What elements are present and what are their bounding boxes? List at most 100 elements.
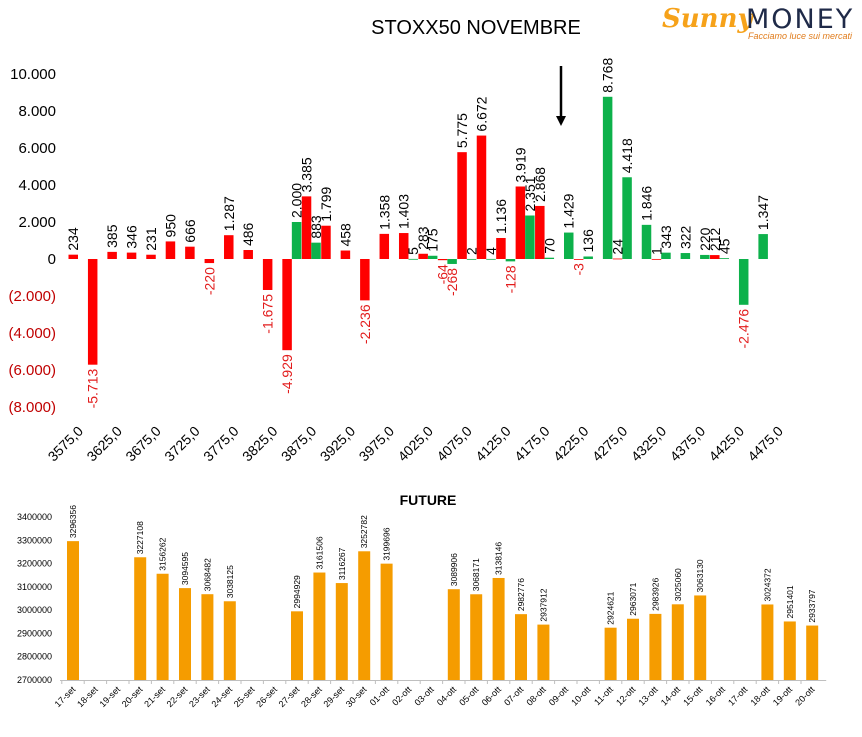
bar: [418, 253, 428, 259]
data-label: -128: [502, 265, 518, 293]
bar: [291, 222, 302, 259]
data-label: -220: [201, 267, 217, 295]
x-tick-label: 20-set: [120, 684, 145, 709]
x-tick-label: 27-set: [277, 684, 302, 709]
y-tick-label: (2.000): [8, 288, 56, 305]
x-tick-label: 22-set: [165, 684, 190, 709]
data-label: 5: [405, 247, 421, 255]
bar: [694, 595, 707, 680]
bar: [719, 258, 730, 259]
bar: [340, 250, 351, 259]
x-tick-label: 4375,0: [667, 423, 709, 465]
x-tick-label: 4225,0: [550, 423, 592, 465]
data-label: 346: [124, 225, 140, 249]
x-tick-label: 4075,0: [433, 423, 475, 465]
y-tick-label: 2700000: [17, 675, 52, 685]
data-label: 1.358: [376, 195, 392, 230]
bar: [661, 252, 671, 259]
bar: [262, 259, 273, 290]
x-tick-label: 4275,0: [589, 423, 631, 465]
data-label: 283: [415, 226, 431, 250]
x-tick-label: 08-ott: [524, 684, 548, 708]
data-label: 4: [483, 247, 499, 255]
data-label: -3: [571, 263, 587, 276]
data-label: 2.351: [522, 176, 538, 211]
bar: [602, 96, 613, 260]
bar: [496, 237, 506, 259]
x-tick-label: 4025,0: [394, 423, 436, 465]
bar: [761, 604, 774, 680]
x-tick-label: 19-ott: [771, 684, 795, 708]
data-label: 3161506: [314, 536, 324, 569]
data-label: 175: [425, 228, 441, 252]
x-tick-label: 14-ott: [659, 684, 683, 708]
x-tick-label: 24-set: [209, 684, 234, 709]
annotation-arrow-head: [556, 116, 566, 126]
bar: [627, 618, 639, 680]
bar: [806, 625, 819, 680]
bar: [564, 232, 574, 259]
data-label: 385: [104, 224, 120, 248]
data-label: 1.429: [561, 193, 577, 228]
data-label: 1.347: [755, 195, 771, 230]
y-tick-label: 3100000: [17, 582, 52, 592]
x-tick-label: 4325,0: [628, 423, 670, 465]
y-tick-label: 10.000: [10, 66, 56, 83]
data-label: -268: [444, 268, 460, 296]
bar: [291, 611, 303, 680]
x-tick-label: 13-ott: [636, 684, 660, 708]
bar: [67, 541, 79, 680]
x-tick-label: 01-ott: [368, 684, 392, 708]
x-tick-label: 18-ott: [748, 684, 772, 708]
data-label: 24: [610, 239, 626, 255]
x-tick-label: 19-set: [97, 684, 122, 709]
data-label: 3089906: [449, 553, 459, 586]
data-label: 1.799: [318, 186, 334, 221]
data-label: 2937912: [538, 588, 548, 621]
data-label: 2951401: [785, 585, 795, 618]
bar: [107, 251, 117, 259]
y-tick-label: 8.000: [18, 103, 56, 120]
bar: [185, 246, 195, 259]
bar: [783, 621, 796, 680]
data-label: 322: [677, 225, 693, 249]
x-tick-label: 4475,0: [744, 423, 786, 465]
bar: [311, 242, 321, 259]
y-tick-label: 2800000: [17, 652, 52, 662]
bar: [204, 259, 215, 264]
bar: [87, 259, 98, 365]
data-label: 3038125: [225, 565, 235, 598]
logo-tagline: Facciamo luce sui mercati: [748, 31, 853, 41]
bar: [470, 594, 483, 680]
bar: [358, 551, 371, 680]
x-tick-label: 3925,0: [317, 423, 359, 465]
bar: [398, 233, 409, 259]
data-label: 231: [143, 227, 159, 251]
x-tick-label: 17-set: [53, 684, 78, 709]
y-tick-label: 6.000: [18, 140, 56, 157]
data-label: 3063130: [695, 559, 705, 592]
data-label: 3025060: [673, 568, 683, 601]
bar: [680, 253, 691, 259]
bar: [738, 259, 749, 305]
x-tick-label: 3625,0: [83, 423, 125, 465]
bar: [535, 205, 545, 259]
data-label: -64: [435, 264, 451, 284]
x-tick-label: 3675,0: [122, 423, 164, 465]
data-label: 220: [697, 227, 713, 251]
data-label: -4.929: [279, 354, 295, 394]
x-tick-label: 09-ott: [547, 684, 571, 708]
data-label: 3.385: [299, 157, 315, 192]
bar: [604, 627, 617, 680]
x-tick-label: 3775,0: [200, 423, 242, 465]
y-tick-label: 2900000: [17, 628, 52, 638]
bar: [525, 215, 535, 259]
data-label: 3068171: [471, 558, 481, 591]
stoxx-chart: 10.000 8.000 6.000 4.000 2.000 0 (2.000) (4.000…: [8, 58, 786, 465]
bar: [313, 572, 326, 680]
bar: [243, 250, 253, 259]
data-label: 6.672: [473, 96, 489, 131]
data-label: 2: [464, 247, 480, 255]
logo-money-text: MONEY: [746, 4, 855, 35]
data-label: 2.000: [289, 183, 305, 218]
